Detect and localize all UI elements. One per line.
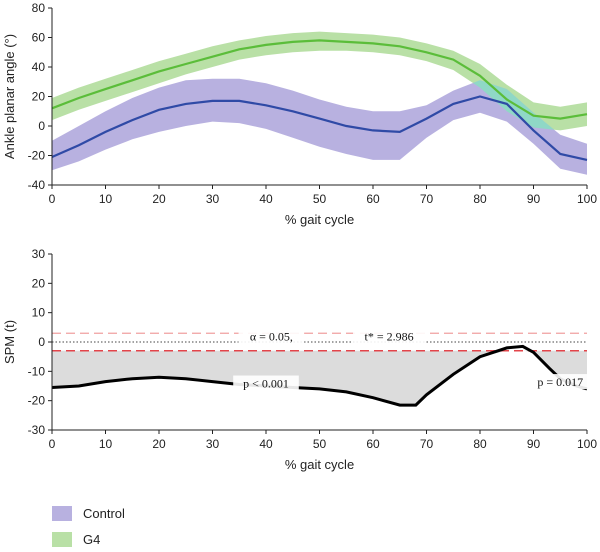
plot1-x-tick-label: 10 — [99, 192, 113, 206]
plot1-y-tick-label: 20 — [32, 90, 46, 104]
plot2-x-tick-label: 20 — [152, 437, 166, 451]
annotation-3: p = 0.017 — [527, 374, 594, 390]
plot1-y-tick-label: 40 — [32, 60, 46, 74]
plot1-x-tick-label: 20 — [152, 192, 166, 206]
spm-chart: 0 10 20 30 40 50 60 70 80 90 100 -30 -20 -10 0 10 20 30 % … — [2, 247, 597, 472]
plot1-y-tick-label: 80 — [32, 1, 46, 15]
plot2-y-tick-label: -30 — [28, 423, 46, 437]
plot1-x-tick-label: 30 — [206, 192, 220, 206]
plot1-x-tick-label: 80 — [473, 192, 487, 206]
plot1-x-tick-label: 90 — [527, 192, 541, 206]
plot2-x-axis-label: % gait cycle — [285, 457, 354, 472]
plot1-x-tick-label: 40 — [259, 192, 273, 206]
plot1-x-tick-label: 60 — [366, 192, 380, 206]
ankle-angle-chart: 0 10 20 30 40 50 60 70 80 90 100 -40 -20 0 20 40 60 80 % g… — [2, 1, 597, 227]
plot1-y-tick-label: 0 — [38, 119, 45, 133]
plot2-x-tick-label: 70 — [420, 437, 434, 451]
plot2-y-tick-label: 0 — [38, 335, 45, 349]
plot1-y-tick-label: 60 — [32, 31, 46, 45]
annotation-box — [233, 375, 299, 391]
plot2-x-tick-label: 40 — [259, 437, 273, 451]
spm-significant-region — [52, 350, 587, 406]
g4-mean-line — [51, 39, 588, 120]
annotation-1: t* = 2.986 — [353, 328, 426, 344]
annotation-label: t* = 2.986 — [364, 330, 413, 344]
plot1-y-tick-label: -20 — [28, 149, 46, 163]
plot2-x-tick-label: 90 — [527, 437, 541, 451]
legend-label-control: Control — [83, 505, 125, 521]
plot1-x-tick-label: 100 — [577, 192, 597, 206]
annotation-label: p < 0.001 — [243, 377, 289, 391]
legend-swatch-g4 — [52, 531, 72, 547]
plot2-x-tick-label: 60 — [366, 437, 380, 451]
plot1-x-tick-label: 50 — [313, 192, 327, 206]
plot1-x-tick-label: 0 — [49, 192, 56, 206]
annotation-box — [353, 328, 426, 344]
plot1-y-axis-label: Ankle planar angle (°) — [2, 34, 17, 159]
spm-curve — [51, 344, 588, 407]
plot2-y-tick-label: 30 — [32, 247, 46, 261]
legend-swatch-control — [52, 505, 72, 521]
annotation-label: p = 0.017 — [537, 375, 583, 389]
legend-item-control: Control — [52, 500, 125, 526]
plot2-x-tick-label: 100 — [577, 437, 597, 451]
annotation-box — [527, 374, 594, 390]
legend-label-g4: G4 — [83, 531, 101, 547]
plot2-x-tick-label: 0 — [49, 437, 56, 451]
plot1-x-tick-label: 70 — [420, 192, 434, 206]
plot2-x-tick-label: 50 — [313, 437, 327, 451]
annotation-box — [238, 328, 305, 344]
annotation-label: α = 0.05, — [250, 330, 293, 344]
plot2-x-tick-label: 80 — [473, 437, 487, 451]
control-mean-line — [51, 95, 588, 161]
plot2-y-tick-label: 20 — [32, 276, 46, 290]
legend-item-g4: G4 — [52, 526, 125, 552]
plot2-x-tick-label: 10 — [99, 437, 113, 451]
g4-band — [52, 31, 587, 131]
plot2-y-tick-label: -20 — [28, 394, 46, 408]
annotation-2: p < 0.001 — [233, 375, 299, 391]
plot1-x-axis-label: % gait cycle — [285, 212, 354, 227]
legend: Control G4 — [52, 500, 125, 552]
plot2-y-axis-label: SPM (t) — [2, 320, 17, 364]
annotation-0: α = 0.05, — [238, 328, 305, 344]
plot1-y-tick-label: -40 — [28, 178, 46, 192]
plot2-x-tick-label: 30 — [206, 437, 220, 451]
plot2-y-tick-label: 10 — [32, 306, 46, 320]
plot2-y-tick-label: -10 — [28, 364, 46, 378]
